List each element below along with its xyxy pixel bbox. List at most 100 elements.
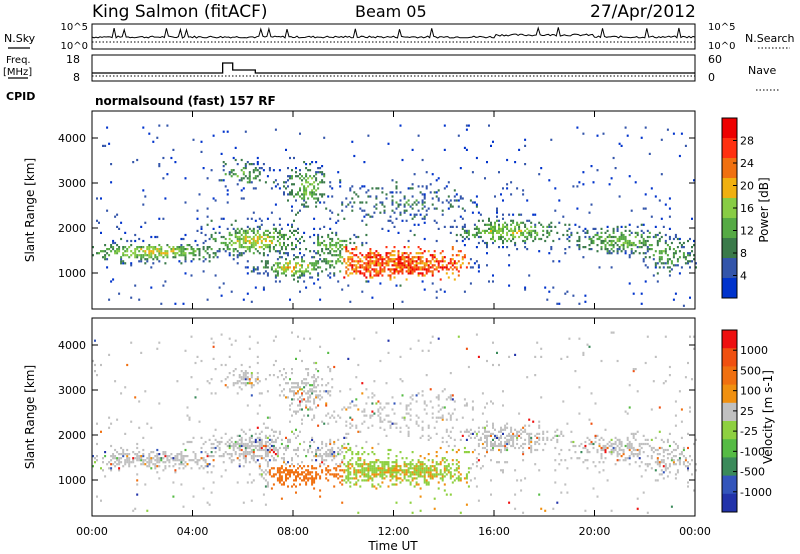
heatmap-cell (224, 363, 227, 367)
heatmap-cell (266, 463, 269, 466)
heatmap-cell (421, 266, 424, 269)
heatmap-cell (256, 266, 259, 269)
heatmap-cell (642, 241, 645, 245)
heatmap-cell (347, 258, 350, 261)
heatmap-cell (566, 422, 569, 425)
heatmap-cell (465, 124, 468, 127)
heatmap-cell (443, 461, 446, 464)
heatmap-cell (449, 414, 452, 417)
heatmap-cell (443, 483, 446, 486)
heatmap-cell (674, 235, 677, 239)
heatmap-cell (210, 471, 213, 474)
heatmap-cell (268, 167, 271, 170)
heatmap-cell (626, 241, 629, 245)
heatmap-cell (110, 467, 113, 470)
heatmap-cell (445, 459, 448, 462)
heatmap-cell (447, 444, 450, 448)
heatmap-cell (423, 195, 426, 198)
heatmap-cell (600, 455, 603, 458)
heatmap-cell (329, 237, 332, 241)
heatmap-cell (309, 390, 312, 393)
heatmap-cell (423, 217, 426, 220)
heatmap-cell (313, 175, 316, 178)
heatmap-cell (654, 469, 657, 472)
heatmap-cell (467, 229, 470, 232)
heatmap-cell (359, 266, 362, 269)
heatmap-cell (407, 432, 410, 435)
heatmap-cell (522, 221, 525, 224)
heatmap-cell (266, 260, 269, 263)
heatmap-cell (449, 231, 452, 234)
heatmap-cell (435, 296, 438, 299)
heatmap-cell (212, 197, 215, 200)
heatmap-cell (138, 455, 141, 458)
heatmap-cell (490, 448, 492, 452)
heatmap-cell (301, 235, 303, 239)
heatmap-cell (248, 179, 251, 182)
heatmap-cell (349, 471, 352, 474)
heatmap-cell (238, 444, 241, 448)
heatmap-cell (252, 268, 255, 271)
heatmap-cell (435, 260, 438, 263)
heatmap-cell (196, 248, 199, 251)
heatmap-cell (403, 416, 406, 419)
heatmap-cell (512, 432, 515, 435)
heatmap-cell (260, 219, 263, 222)
heatmap-cell (560, 357, 563, 360)
heatmap-cell (283, 181, 285, 184)
heatmap-cell (337, 219, 340, 222)
heatmap-cell (449, 467, 452, 470)
heatmap-cell (413, 268, 416, 271)
heatmap-cell (614, 167, 617, 170)
heatmap-cell (325, 402, 328, 405)
heatmap-cell (592, 461, 595, 464)
heatmap-cell (393, 258, 396, 261)
heatmap-cell (305, 469, 308, 472)
heatmap-cell (250, 457, 253, 460)
heatmap-cell (323, 173, 326, 176)
heatmap-cell (689, 410, 691, 413)
heatmap-cell (484, 223, 486, 226)
heatmap-cell (672, 256, 675, 259)
heatmap-cell (325, 268, 328, 271)
heatmap-cell (572, 444, 575, 448)
heatmap-cell (506, 187, 509, 190)
heatmap-cell (130, 296, 133, 299)
heatmap-cell (272, 246, 275, 249)
heatmap-cell (413, 173, 416, 176)
heatmap-cell (242, 252, 245, 255)
heatmap-cell (307, 396, 310, 399)
heatmap-cell (395, 479, 398, 482)
heatmap-cell (250, 181, 253, 184)
heatmap-cell (475, 195, 478, 198)
heatmap-cell (361, 219, 364, 222)
heatmap-cell (534, 374, 537, 377)
heatmap-cell (305, 475, 308, 478)
heatmap-cell (315, 386, 318, 389)
heatmap-cell (484, 440, 486, 444)
heatmap-cell (646, 438, 649, 441)
heatmap-cell (689, 463, 691, 466)
heatmap-cell (401, 266, 404, 269)
heatmap-cell (365, 262, 368, 265)
heatmap-cell (347, 250, 350, 253)
heatmap-cell (616, 225, 619, 228)
heatmap-cell (628, 440, 631, 444)
heatmap-cell (252, 457, 255, 460)
heatmap-cell (363, 185, 366, 188)
heatmap-cell (435, 191, 438, 194)
heatmap-cell (469, 432, 472, 435)
heatmap-cell (357, 363, 360, 367)
heatmap-cell (246, 246, 249, 249)
heatmap-cell (379, 254, 382, 257)
heatmap-cell (122, 246, 125, 249)
heatmap-cell (469, 199, 472, 202)
heatmap-cell (110, 250, 113, 253)
heatmap-cell (254, 378, 257, 381)
heatmap-cell (309, 471, 312, 474)
heatmap-cell (656, 463, 659, 466)
heatmap-cell (502, 227, 504, 230)
heatmap-cell (405, 404, 408, 407)
heatmap-cell (293, 392, 295, 395)
heatmap-cell (240, 436, 243, 439)
